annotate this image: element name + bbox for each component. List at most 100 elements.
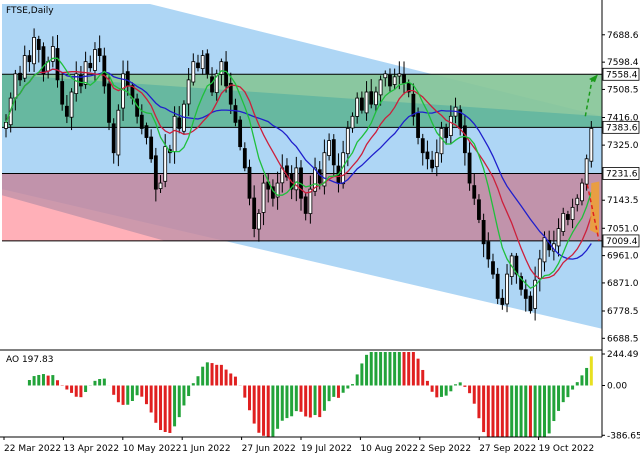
price-tag-box	[602, 167, 640, 180]
lower-channel-fill	[2, 195, 165, 241]
price-tick-label: 7325.0	[607, 141, 639, 151]
candle-body	[200, 55, 205, 70]
candle-body	[256, 213, 261, 230]
upper-channel-fill	[2, 74, 602, 117]
candle-body	[383, 73, 388, 79]
price-tick-label: 6961.0	[607, 252, 639, 262]
candle-body	[556, 228, 561, 247]
candle-body	[41, 46, 46, 75]
candle-body	[388, 74, 392, 87]
candle-body	[294, 167, 299, 191]
date-label: 2 Sep 2022	[420, 444, 471, 454]
oscillator-label: AO 197.83	[6, 355, 53, 365]
candle-body	[247, 166, 252, 199]
price-tag-box	[602, 234, 640, 248]
candle-body	[369, 91, 374, 105]
candle-body	[528, 295, 533, 311]
price-tick-label: 6688.5	[607, 334, 639, 344]
candle-body	[50, 46, 55, 62]
price-tag-label: 7009.4	[606, 237, 638, 247]
candle-body	[472, 185, 477, 199]
price-tick-label: 7416.0	[607, 114, 639, 124]
candle-body	[378, 79, 383, 96]
candle-body	[420, 138, 425, 154]
candle-body	[97, 48, 102, 56]
date-label: 19 Jul 2022	[301, 444, 352, 454]
candle-body	[406, 83, 411, 93]
candle-body	[313, 167, 317, 192]
zone-middle-blue	[2, 127, 602, 174]
candle-body	[477, 199, 481, 220]
awesome-oscillator-panel	[27, 352, 593, 437]
moving-average-line	[5, 68, 592, 280]
candle-body	[224, 61, 228, 87]
candle-body	[402, 74, 406, 84]
candle-body	[397, 73, 402, 77]
candle-body	[219, 61, 224, 75]
candle-body	[505, 273, 509, 305]
candle-body	[36, 38, 41, 50]
candle-body	[60, 81, 65, 105]
price-tag-label: 7558.4	[606, 70, 638, 80]
candle-body	[79, 75, 83, 87]
candle-body	[27, 55, 32, 63]
candle-body	[149, 136, 154, 160]
candle-body	[345, 128, 350, 155]
candle-body	[584, 158, 589, 185]
price-tick-label: 7508.5	[607, 85, 639, 95]
candle-body	[153, 155, 158, 190]
candle-body	[467, 152, 472, 184]
candle-body	[275, 182, 280, 198]
price-tag-label: 7383.6	[606, 123, 638, 133]
price-tick-label: 7143.5	[607, 196, 639, 206]
candle-body	[491, 261, 495, 275]
candle-body	[88, 62, 93, 69]
candle-body	[364, 91, 369, 114]
moving-average-line	[5, 57, 592, 289]
candle-body	[64, 105, 69, 117]
oscillator-tick-label: 0.00	[607, 381, 627, 391]
candle-body	[139, 114, 144, 129]
candle-body	[69, 91, 74, 118]
candle-body	[22, 55, 27, 79]
candle-body	[252, 197, 257, 229]
date-label: 22 Mar 2022	[4, 444, 61, 454]
candle-body	[580, 182, 584, 202]
candle-body	[285, 165, 289, 178]
candle-body	[481, 219, 486, 245]
price-tick-label: 7051.0	[607, 224, 639, 234]
candle-body	[233, 105, 238, 123]
candle-body	[205, 53, 210, 75]
candle-body	[331, 139, 336, 166]
candle-body	[308, 188, 313, 215]
date-label: 27 Jun 2022	[242, 444, 296, 454]
candle-body	[514, 255, 519, 275]
candle-body	[32, 36, 36, 65]
candle-body	[303, 196, 308, 214]
bullish-arrow-head	[589, 74, 598, 83]
candle-body	[359, 97, 364, 111]
candle-body	[439, 128, 444, 155]
candle-body	[566, 214, 570, 220]
candle-body	[374, 91, 378, 106]
candle-body	[93, 49, 97, 71]
candle-body	[238, 119, 243, 148]
date-label: 19 Oct 2022	[539, 444, 595, 454]
candle-body	[570, 206, 575, 220]
candle-body	[228, 82, 233, 105]
candle-body	[411, 93, 416, 117]
chart-title: FTSE,Daily	[6, 6, 54, 16]
date-label: 1 Jun 2022	[182, 444, 230, 454]
candle-body	[533, 279, 538, 309]
candle-body	[111, 123, 116, 154]
date-label: 10 Aug 2022	[360, 444, 418, 454]
candle-body	[125, 71, 130, 87]
candle-body	[116, 109, 121, 156]
candle-body	[163, 146, 168, 182]
candle-body	[191, 61, 196, 83]
candle-body	[196, 62, 200, 69]
price-tick-label: 6778.5	[607, 307, 639, 317]
candle-body	[434, 152, 439, 168]
